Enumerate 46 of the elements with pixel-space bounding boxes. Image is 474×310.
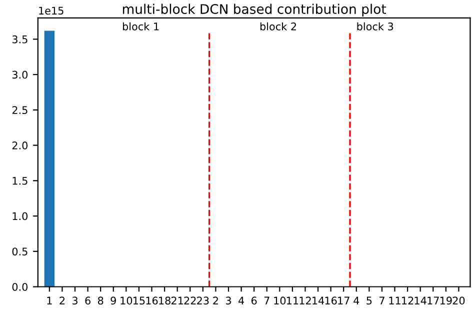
x-tick-label: 12: [300, 296, 311, 304]
y-tick-label: 1.0: [12, 212, 28, 220]
annotation: block 2: [260, 22, 296, 30]
x-tick-label: 2: [60, 296, 64, 304]
y-tick-label: 2.5: [12, 106, 28, 114]
x-tick-label: 12: [402, 296, 414, 304]
x-tick-label: 11: [389, 296, 400, 304]
y-tick-label: 3.5: [12, 35, 28, 44]
x-tick-label: 1: [47, 296, 52, 304]
x-tick-label: 4: [354, 296, 360, 304]
x-tick-label: 7: [264, 296, 270, 304]
x-tick-label: 14: [312, 296, 324, 304]
x-tick-label: 16: [325, 296, 337, 305]
x-tick-label: 14: [414, 296, 426, 304]
x-tick-label: 4: [238, 296, 244, 304]
x-tick-label: 10: [120, 296, 132, 305]
x-tick-label: 17: [338, 296, 350, 304]
x-tick-label: 23: [197, 296, 209, 305]
annotation: block 1: [122, 22, 159, 30]
y-tick-label: 0.5: [12, 248, 28, 256]
x-tick-label: 5: [366, 296, 372, 305]
x-tick-label: 6: [251, 296, 257, 305]
y-tick-label: 1.5: [12, 177, 28, 185]
x-tick-label: 2: [213, 296, 218, 304]
x-tick-label: 16: [146, 296, 158, 305]
x-tick-label: 10: [274, 296, 286, 305]
x-tick-label: 22: [184, 296, 196, 304]
annotation: block 3: [357, 22, 394, 30]
x-tick-label: 9: [110, 296, 116, 305]
x-tick-label: 21: [171, 296, 183, 304]
y-tick-label: 2.0: [12, 142, 28, 150]
x-tick-label: 6: [85, 296, 90, 305]
text: 1e15: [39, 6, 64, 15]
y-tick-label: 3.0: [12, 70, 28, 79]
x-tick-label: 17: [428, 296, 439, 304]
x-tick-label: 11: [286, 296, 298, 304]
x-tick-label: 3: [226, 296, 231, 305]
x-tick-label: 7: [380, 296, 384, 304]
x-tick-label: 19: [440, 296, 452, 305]
x-tick-label: 20: [452, 296, 465, 305]
x-tick-label: 18: [159, 296, 170, 305]
chart-title: multi-block DCN based contribution plot: [122, 4, 386, 17]
x-tick-label: 8: [98, 296, 104, 305]
x-tick-label: 15: [133, 296, 145, 305]
y-tick-label: 0.0: [12, 282, 28, 291]
x-tick-label: 3: [72, 296, 78, 305]
